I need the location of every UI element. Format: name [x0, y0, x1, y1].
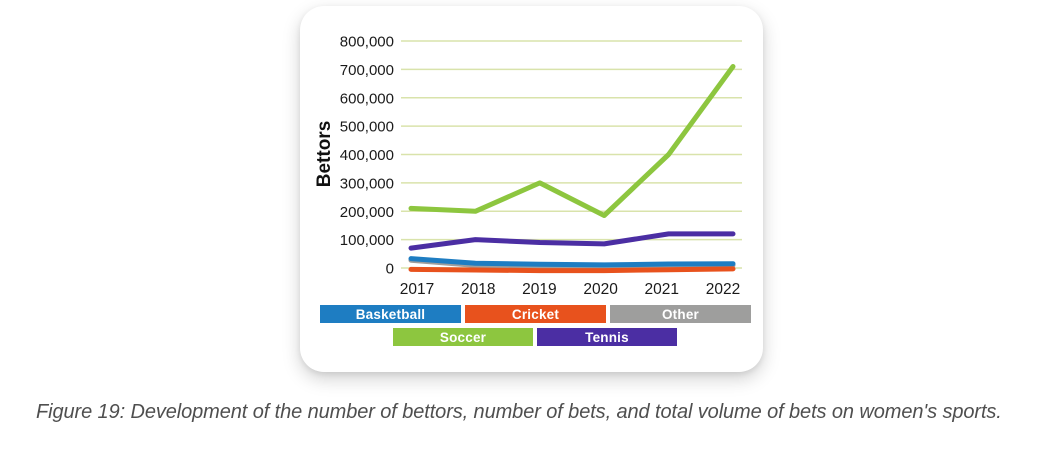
y-axis-tick-label: 0 — [386, 261, 394, 278]
legend-item-tennis: Tennis — [537, 328, 677, 346]
y-axis-tick-label: 400,000 — [340, 147, 394, 164]
y-axis-tick-label: 200,000 — [340, 204, 394, 221]
y-axis-tick-label: 800,000 — [340, 34, 394, 51]
y-axis-tick-label: 500,000 — [340, 119, 394, 136]
line-chart: 0 100,000 200,000 300,000 400,000 500,000 600,… — [314, 34, 742, 298]
x-axis-tick-label: 2019 — [522, 281, 556, 298]
y-axis-tick-label: 100,000 — [340, 232, 394, 249]
legend-item-other: Other — [610, 305, 751, 323]
figure-caption: Figure 19: Development of the number of … — [36, 401, 1002, 423]
chart-card: 0 100,000 200,000 300,000 400,000 500,000 600,… — [300, 6, 763, 372]
x-axis-tick-label: 2017 — [400, 281, 434, 298]
series-line-cricket — [408, 266, 736, 274]
series-line-tennis — [408, 231, 736, 251]
y-axis-tick-label: 300,000 — [340, 175, 394, 192]
legend-item-basketball: Basketball — [320, 305, 461, 323]
chart-legend-row-1: Basketball Cricket Other — [320, 305, 751, 323]
series-line-soccer — [408, 64, 736, 218]
y-axis-title: Bettors — [314, 121, 335, 188]
y-axis-tick-label: 600,000 — [340, 90, 394, 107]
x-axis-tick-label: 2020 — [583, 281, 618, 298]
series-line-basketball — [408, 256, 736, 268]
legend-item-soccer: Soccer — [393, 328, 533, 346]
x-axis-tick-label: 2018 — [461, 281, 495, 298]
x-axis-tick-label: 2022 — [706, 281, 740, 298]
x-axis-tick-label: 2021 — [645, 281, 679, 298]
chart-legend-row-2: Soccer Tennis — [393, 328, 677, 346]
legend-item-cricket: Cricket — [465, 305, 606, 323]
y-axis-tick-label: 700,000 — [340, 62, 394, 79]
